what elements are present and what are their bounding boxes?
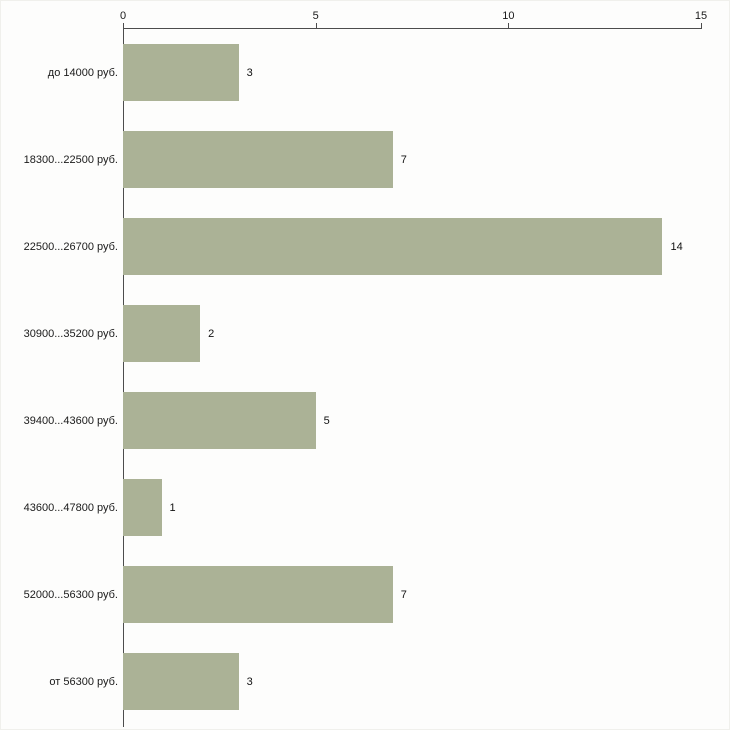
x-tick-mark bbox=[701, 23, 702, 28]
bar-track: 1 bbox=[123, 479, 701, 536]
bar bbox=[123, 44, 239, 101]
bar bbox=[123, 131, 393, 188]
bar-track: 3 bbox=[123, 44, 701, 101]
category-label: 52000...56300 руб. bbox=[23, 588, 118, 601]
bar-track: 7 bbox=[123, 131, 701, 188]
x-tick-label: 0 bbox=[119, 10, 127, 22]
bar-track: 5 bbox=[123, 392, 701, 449]
value-label: 7 bbox=[400, 153, 407, 166]
x-tick-mark bbox=[508, 23, 510, 28]
x-axis-line bbox=[123, 28, 702, 29]
value-label: 14 bbox=[670, 240, 683, 253]
category-label: 22500...26700 руб. bbox=[23, 240, 118, 253]
bar-rows: до 14000 руб. 3 18300...22500 руб. 7 22500..… bbox=[1, 29, 729, 725]
value-label: 3 bbox=[246, 66, 253, 79]
bar bbox=[123, 305, 201, 362]
category-label: 30900...35200 руб. bbox=[23, 327, 118, 340]
bar-track: 14 bbox=[123, 218, 701, 275]
value-label: 7 bbox=[400, 588, 407, 601]
category-label: 39400...43600 руб. bbox=[23, 414, 118, 427]
x-tick-mark bbox=[123, 23, 124, 28]
bar-track: 3 bbox=[123, 653, 701, 710]
x-tick-mark bbox=[315, 23, 317, 28]
category-label: 18300...22500 руб. bbox=[23, 153, 118, 166]
bar-track: 7 bbox=[123, 566, 701, 623]
chart-row: 39400...43600 руб. 5 bbox=[1, 377, 729, 464]
bar bbox=[123, 653, 239, 710]
chart-row: 52000...56300 руб. 7 bbox=[1, 551, 729, 638]
bar bbox=[123, 566, 393, 623]
chart-row: 30900...35200 руб. 2 bbox=[1, 290, 729, 377]
bar bbox=[123, 392, 316, 449]
bar bbox=[123, 218, 663, 275]
bar-track: 2 bbox=[123, 305, 701, 362]
category-label: до 14000 руб. bbox=[47, 66, 118, 79]
x-tick-label: 15 bbox=[694, 10, 708, 22]
category-label: от 56300 руб. bbox=[49, 675, 118, 688]
y-axis-line bbox=[123, 28, 124, 727]
chart-row: до 14000 руб. 3 bbox=[1, 29, 729, 116]
chart-row: 22500...26700 руб. 14 bbox=[1, 203, 729, 290]
value-label: 5 bbox=[323, 414, 330, 427]
bar bbox=[123, 479, 162, 536]
value-label: 1 bbox=[169, 501, 176, 514]
x-tick-label: 10 bbox=[502, 10, 515, 22]
chart-row: от 56300 руб. 3 bbox=[1, 638, 729, 725]
category-label: 43600...47800 руб. bbox=[23, 501, 118, 514]
chart-row: 43600...47800 руб. 1 bbox=[1, 464, 729, 551]
value-label: 3 bbox=[246, 675, 253, 688]
chart-row: 18300...22500 руб. 7 bbox=[1, 116, 729, 203]
x-tick-label: 5 bbox=[312, 10, 319, 22]
value-label: 2 bbox=[208, 327, 215, 340]
